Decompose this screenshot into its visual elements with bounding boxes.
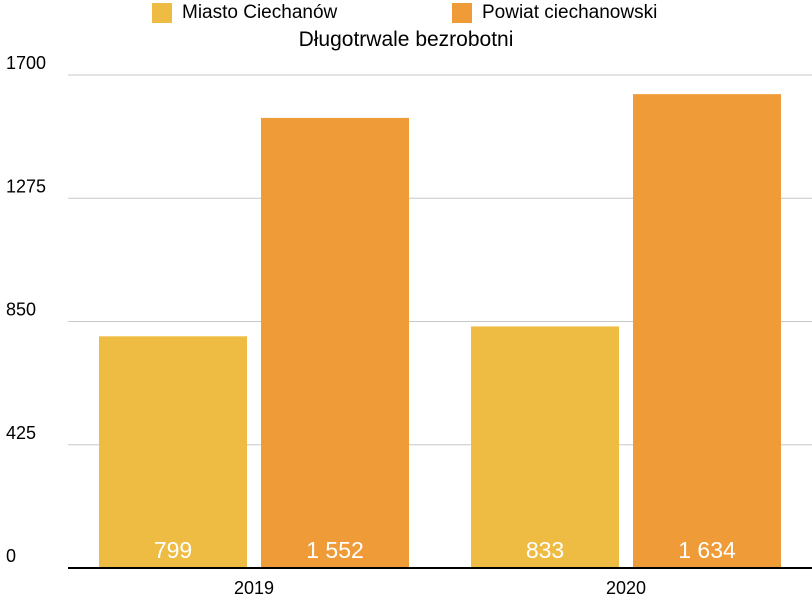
bar-2020-series-0 bbox=[471, 326, 619, 568]
y-tick-label-0: 0 bbox=[6, 546, 16, 566]
legend-label-powiat: Powiat ciechanowski bbox=[482, 2, 658, 23]
y-tick-label-850: 850 bbox=[6, 300, 36, 320]
chart-title: Długotrwale bezrobotni bbox=[298, 28, 514, 51]
legend-item-powiat: Powiat ciechanowski bbox=[452, 2, 657, 24]
legend: Miasto Ciechanów Powiat ciechanowski bbox=[0, 2, 812, 26]
y-tick-label-425: 425 bbox=[6, 423, 36, 443]
legend-item-miasto: Miasto Ciechanów bbox=[152, 2, 337, 24]
y-tick-label-1700: 1700 bbox=[6, 53, 46, 73]
y-tick-label-1275: 1275 bbox=[6, 176, 46, 196]
legend-label-miasto: Miasto Ciechanów bbox=[182, 2, 338, 23]
x-tick-label-2019: 2019 bbox=[234, 578, 274, 598]
data-label-2020-series-1: 1 634 bbox=[678, 537, 736, 563]
data-label-2019-series-0: 799 bbox=[154, 537, 192, 563]
data-label-2020-series-0: 833 bbox=[526, 537, 564, 563]
bar-2020-series-1 bbox=[633, 94, 781, 568]
x-tick-label-2020: 2020 bbox=[606, 578, 646, 598]
data-label-2019-series-1: 1 552 bbox=[306, 537, 364, 563]
bar-2019-series-0 bbox=[99, 336, 247, 568]
legend-swatch-powiat bbox=[452, 3, 472, 23]
legend-swatch-miasto bbox=[152, 3, 172, 23]
bar-2019-series-1 bbox=[261, 117, 409, 569]
